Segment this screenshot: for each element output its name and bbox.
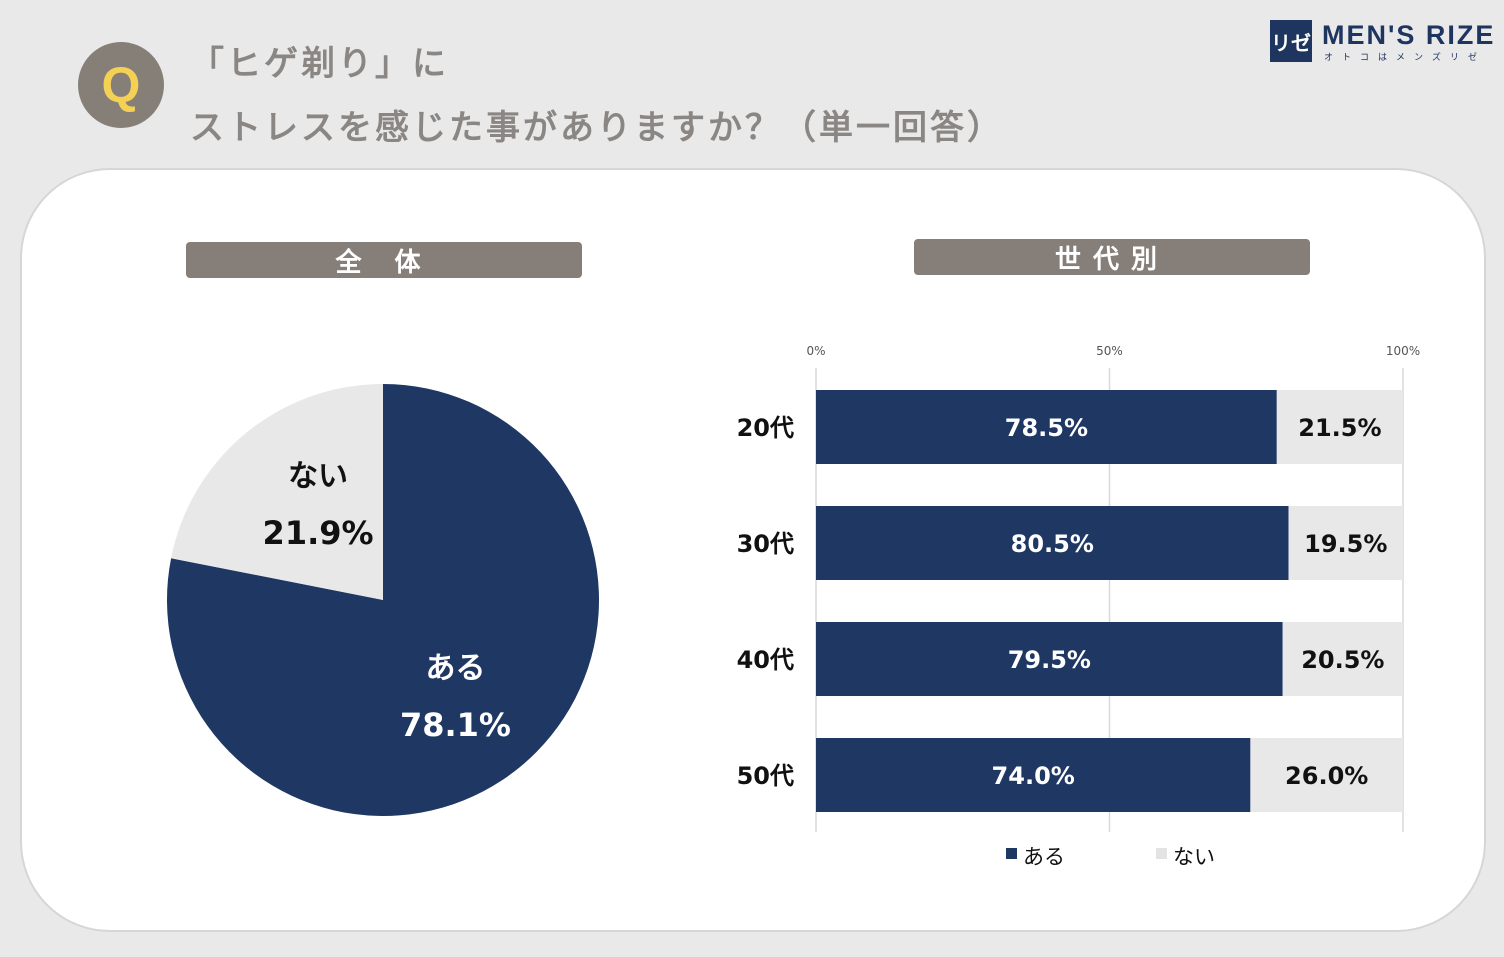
question-badge-letter: Q [101, 57, 141, 113]
y-category-label: 20代 [737, 414, 794, 442]
section-label-by-generation: 世代別 [914, 239, 1310, 275]
x-tick-label: 50% [1096, 344, 1123, 358]
legend-swatch [1156, 848, 1167, 859]
bar-segment [816, 506, 1289, 580]
brand-logo-mark: リゼ [1270, 20, 1312, 62]
brand-logo-title: MEN'S RIZE [1322, 20, 1496, 50]
y-category-label: 40代 [737, 646, 794, 674]
pie-value-label: 78.1% [400, 706, 511, 744]
x-tick-label: 0% [806, 344, 825, 358]
bar-data-label: 79.5% [1008, 646, 1091, 674]
bar-segment [816, 390, 1277, 464]
bar-segment [1288, 506, 1403, 580]
bar-data-label: 26.0% [1285, 762, 1368, 790]
x-tick-label: 100% [1386, 344, 1420, 358]
y-category-label: 50代 [737, 762, 794, 790]
pie-value-label: 21.9% [263, 514, 374, 552]
bar-data-label: 20.5% [1301, 646, 1384, 674]
bar-data-label: 78.5% [1005, 414, 1088, 442]
bar-data-label: 80.5% [1011, 530, 1094, 558]
bar-segment [816, 738, 1251, 812]
legend-swatch [1006, 848, 1017, 859]
bar-data-label: 21.5% [1298, 414, 1381, 442]
bar-data-label: 19.5% [1304, 530, 1387, 558]
bar-data-label: 74.0% [992, 762, 1075, 790]
pie-slice-label: ある [425, 651, 485, 686]
bar-segment [1276, 390, 1403, 464]
section-label-overall: 全 体 [186, 242, 582, 278]
pie-slice-label: ない [288, 459, 348, 494]
bar-segment [1282, 622, 1403, 696]
legend-label: ない [1173, 845, 1215, 869]
legend-label: ある [1023, 845, 1065, 869]
brand-logo: リゼ MEN'S RIZE オトコはメンズリゼ [1270, 20, 1493, 64]
brand-logo-subtitle: オトコはメンズリゼ [1324, 53, 1486, 63]
y-category-label: 30代 [737, 530, 794, 558]
question-badge: Q [78, 42, 164, 128]
pie-slice [171, 384, 383, 600]
bar-segment [816, 622, 1283, 696]
question-title-line2: ストレスを感じた事がありますか？（単一回答） [190, 108, 1004, 148]
question-title-line1: 「ヒゲ剃り」に [190, 44, 449, 84]
bar-segment [1250, 738, 1403, 812]
